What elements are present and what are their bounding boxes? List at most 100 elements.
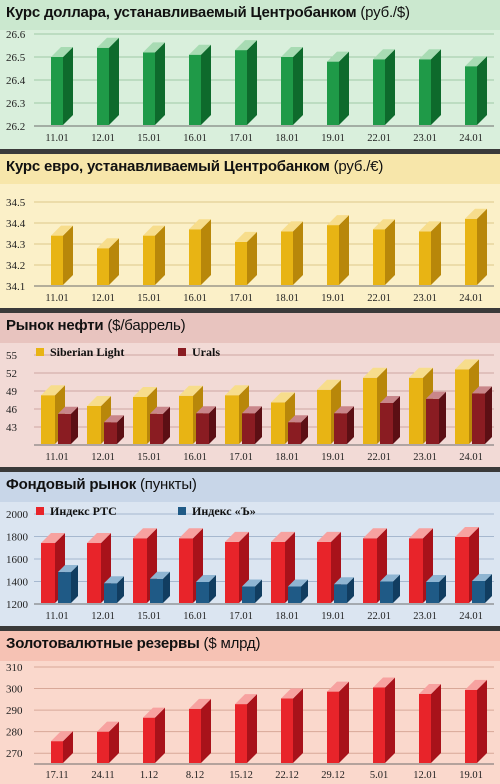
x-tick-label: 22.01	[367, 293, 391, 304]
bar-side	[155, 707, 165, 763]
oil-market-title: Рынок нефти ($/баррель)	[6, 317, 186, 334]
bar-series-2-front	[472, 580, 485, 603]
bar-series-2	[380, 396, 400, 444]
x-tick-label: 19.01	[321, 293, 345, 304]
bar-series-2	[334, 406, 354, 444]
bar-front	[327, 691, 339, 763]
bar-series-1-front	[455, 369, 469, 444]
y-tick-label: 300	[6, 684, 23, 696]
bar-series-2	[150, 406, 170, 444]
bar-series-2-top	[104, 415, 124, 423]
panel-divider	[0, 149, 500, 154]
bar-series-2-side	[439, 574, 446, 603]
bar-front	[97, 47, 109, 125]
bar-front	[143, 235, 155, 285]
legend-label: Urals	[192, 345, 220, 359]
legend-label: Siberian Light	[50, 345, 124, 359]
bar-series-1-top	[363, 367, 387, 378]
bar-series-1-top	[409, 528, 433, 539]
bar-series-1	[455, 526, 479, 603]
bar-series-1-top	[225, 531, 249, 542]
stock-market-title-text: Фондовый рынок	[6, 476, 137, 493]
bar-side	[293, 688, 303, 763]
stock-market-unit: (пункты)	[140, 476, 197, 493]
y-tick-label: 1600	[6, 554, 29, 566]
bar-series-2	[472, 573, 492, 603]
bar-top	[373, 49, 395, 60]
bar-side	[385, 219, 395, 285]
bar-series-1-front	[225, 395, 239, 444]
bar-series-2-front	[472, 393, 485, 444]
stock-market-chart: 2000 1800 1600 1400 1200 Индекс РТС Индекс «Ъ»…	[6, 504, 494, 622]
bar-series-2-front	[334, 413, 347, 444]
x-tick-label: 17.01	[229, 293, 253, 304]
bar-series-2-front	[104, 583, 117, 603]
bar-series-2-front	[196, 413, 209, 444]
eur-rate-title: Курс евро, устанавливаемый Центробанком …	[6, 158, 383, 175]
bar-series-1-top	[133, 387, 157, 397]
bar-front	[419, 59, 431, 125]
bar-series-1	[225, 531, 249, 603]
bar-series-2-top	[150, 406, 170, 414]
x-tick-label: 11.01	[45, 133, 68, 144]
bar	[97, 37, 119, 125]
reserves-title-text: Золотовалютные резервы	[6, 635, 200, 652]
bar	[373, 49, 395, 125]
usd-rate-panel: Курс доллара, устанавливаемый Центробанк…	[0, 0, 500, 149]
bar-series-2-top	[58, 565, 78, 573]
y-tick-label: 34.4	[6, 218, 26, 230]
bar-series-2-front	[242, 586, 255, 603]
bar-series-1-front	[41, 395, 55, 444]
panel-divider	[0, 467, 500, 472]
bar-side	[109, 37, 119, 125]
x-tick-label: 12.01	[91, 611, 115, 622]
x-tick-label: 15.01	[137, 452, 161, 463]
bar	[189, 44, 211, 126]
y-tick-label: 270	[6, 748, 23, 760]
bar-top	[327, 681, 349, 692]
y-tick-label: 1400	[6, 577, 29, 589]
bar-series-2	[196, 574, 216, 603]
bar-series-1-front	[271, 541, 285, 603]
bar-series-1-front	[317, 541, 331, 603]
bar-top	[419, 683, 441, 694]
bar-series-2-top	[426, 391, 446, 399]
bar-top	[465, 208, 487, 219]
bar-side	[477, 208, 487, 285]
bar-series-2-front	[334, 584, 347, 603]
y-tick-label: 310	[6, 662, 23, 674]
bar-series-2	[242, 579, 262, 603]
x-tick-label: 19.01	[459, 770, 483, 781]
bar-series-2-front	[104, 422, 117, 444]
bar	[97, 238, 119, 285]
bar-top	[51, 731, 73, 742]
legend-swatch	[36, 348, 44, 356]
y-tick-label: 34.1	[6, 281, 25, 293]
bar-front	[235, 50, 247, 125]
bar-front	[419, 231, 431, 285]
y-tick-label: 55	[6, 350, 18, 362]
legend-label: Индекс РТС	[50, 504, 117, 518]
bar-series-1-top	[455, 526, 479, 537]
bar-series-2-side	[439, 391, 446, 444]
bar-front	[281, 57, 293, 125]
x-tick-label: 23.01	[413, 452, 437, 463]
x-tick-label: 15.12	[229, 770, 253, 781]
bar-top	[327, 215, 349, 226]
x-tick-label: 16.01	[183, 611, 207, 622]
bar	[281, 688, 303, 763]
bar-series-2	[104, 415, 124, 444]
bar-series-2-top	[472, 386, 492, 394]
bar	[189, 698, 211, 763]
reserves-header: Золотовалютные резервы ($ млрд)	[0, 631, 500, 661]
bar-series-2-side	[163, 406, 170, 444]
bar-side	[109, 238, 119, 285]
bar-series-1-top	[225, 385, 249, 396]
usd-rate-header: Курс доллара, устанавливаемый Центробанк…	[0, 0, 500, 30]
bar-series-1-front	[179, 395, 193, 444]
x-tick-label: 19.01	[321, 452, 345, 463]
legend-label: Индекс «Ъ»	[192, 504, 256, 518]
bar-series-2-side	[163, 571, 170, 603]
eur-rate-chart: 34.5 34.4 34.3 34.2 34.1 11.01 12.01 15.01 16.01…	[6, 197, 494, 304]
x-tick-label: 12.01	[91, 293, 115, 304]
